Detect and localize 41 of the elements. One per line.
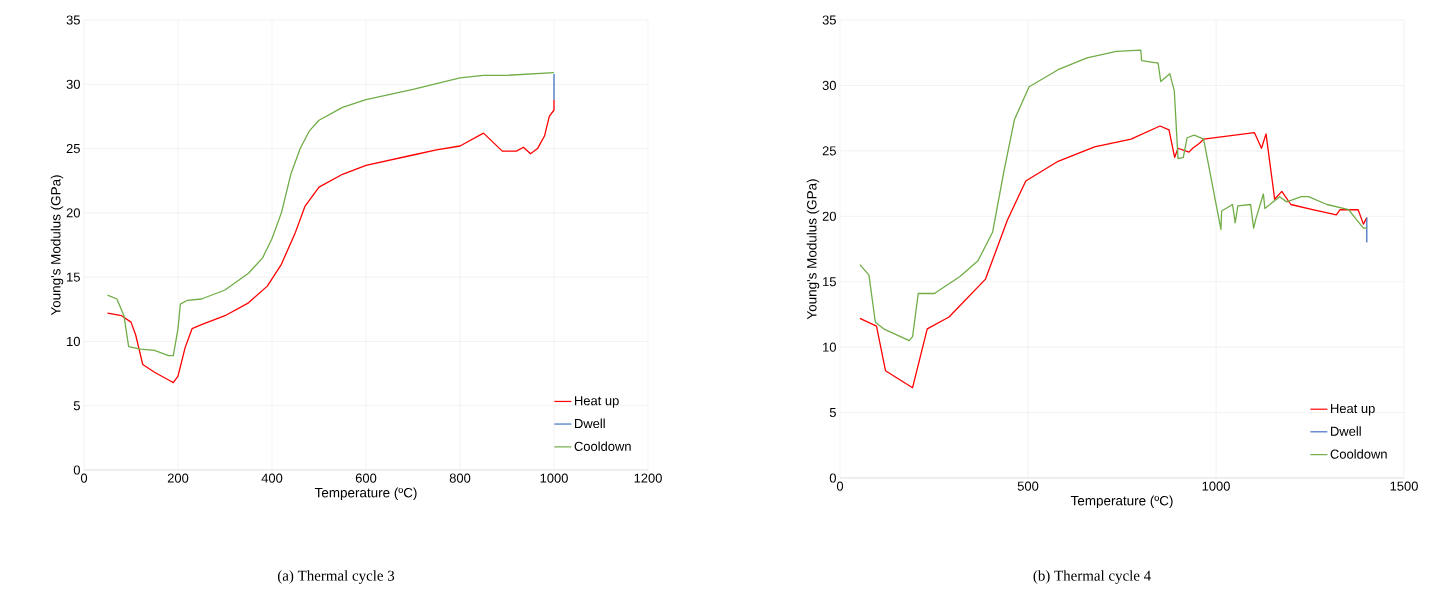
y-tick-label: 35 [822,15,836,25]
y-tick-label: 15 [823,277,836,287]
y-axis-title: Young's Modulus (GPa) [806,179,820,320]
legend-label: Cooldown [1330,449,1387,459]
y-tick-label: 10 [67,336,80,347]
line-series [859,125,1368,389]
legend-label: Cooldown [574,441,631,451]
y-tick-label: 30 [66,79,80,89]
y-tick-label: 35 [66,15,80,25]
y-tick-label: 25 [66,143,80,154]
x-axis-title: Temperature (ºC) [1070,495,1173,509]
x-tick-label: 1500 [1390,481,1418,491]
x-tick-label: 1000 [1202,481,1230,491]
x-tick-label: 0 [836,481,844,491]
y-tick-label: 0 [73,465,80,475]
y-tick-label: 5 [73,401,80,411]
line-series [106,99,555,384]
y-tick-label: 15 [67,272,80,282]
x-tick-label: 1000 [540,473,568,483]
y-axis-title: Young's Modulus (GPa) [50,175,64,316]
line-series [859,49,1368,342]
legend-label: Dwell [1331,426,1361,436]
x-tick-label: 200 [167,473,189,483]
x-tick-label: 400 [261,473,283,483]
x-axis-title: Temperature (ºC) [314,487,417,501]
y-tick-label: 5 [829,408,836,418]
legend-label: Dwell [575,418,605,429]
text: (b) Thermal cycle 4 [1033,570,1151,584]
x-tick-label: 0 [80,473,88,483]
text: (a) Thermal cycle 3 [277,570,395,584]
x-tick-label: 1200 [634,473,662,483]
x-tick-label: 500 [1017,481,1039,491]
y-tick-label: 10 [823,342,836,352]
x-tick-label: 600 [355,473,377,483]
x-tick-label: 800 [449,473,471,483]
legend-label: Heat up [1331,404,1375,416]
y-tick-label: 30 [822,80,836,91]
legend-label: Heat up [575,396,619,408]
y-tick-label: 25 [822,146,836,156]
y-tick-label: 20 [66,208,80,218]
y-tick-label: 20 [822,211,836,221]
